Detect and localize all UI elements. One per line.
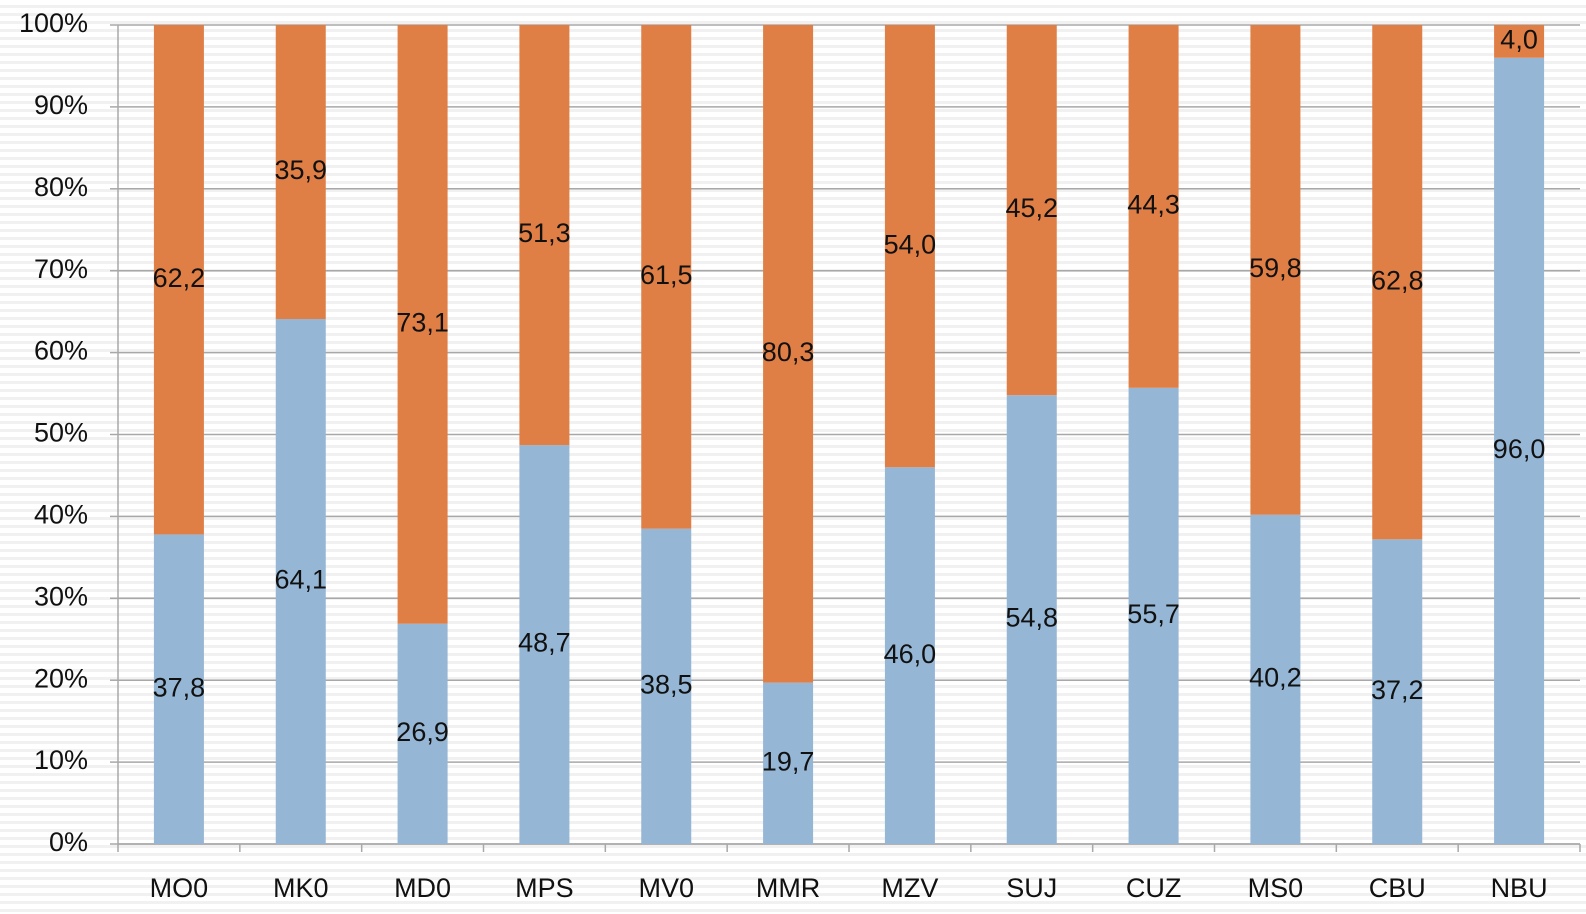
value-label: 37,8 <box>153 672 206 702</box>
value-label: 48,7 <box>518 628 571 658</box>
value-label: 59,8 <box>1249 253 1302 283</box>
value-label: 62,8 <box>1371 265 1424 295</box>
bar-segment <box>1128 387 1179 844</box>
bar-segment <box>763 682 814 844</box>
bar-segment <box>275 25 326 320</box>
value-label: 45,2 <box>1005 193 1058 223</box>
x-tick-label: MO0 <box>150 873 209 903</box>
y-tick-label: 0% <box>49 827 88 857</box>
x-tick-label: MPS <box>515 873 574 903</box>
y-tick-label: 30% <box>34 581 88 611</box>
x-tick-label: CBU <box>1369 873 1426 903</box>
x-tick-label: MZV <box>881 873 938 903</box>
y-tick-label: 20% <box>34 663 88 693</box>
bar-segment <box>1128 25 1179 388</box>
value-label: 37,2 <box>1371 675 1424 705</box>
value-label: 96,0 <box>1493 434 1546 464</box>
value-label: 19,7 <box>762 746 815 776</box>
bar-segment <box>275 319 326 844</box>
value-label: 26,9 <box>396 717 449 747</box>
value-label: 64,1 <box>274 565 327 595</box>
bar-segment <box>763 25 814 683</box>
value-label: 62,2 <box>153 263 206 293</box>
y-tick-label: 90% <box>34 90 88 120</box>
bar-segment <box>1494 25 1545 58</box>
y-tick-label: 10% <box>34 745 88 775</box>
bar-segment <box>1250 25 1301 515</box>
x-tick-label: CUZ <box>1126 873 1182 903</box>
bar-segment <box>519 445 570 844</box>
value-label: 40,2 <box>1249 663 1302 693</box>
bar-segment <box>1372 25 1423 540</box>
y-tick-label: 50% <box>34 418 88 448</box>
value-label: 38,5 <box>640 669 693 699</box>
x-tick-label: MD0 <box>394 873 451 903</box>
x-tick-label: NBU <box>1491 873 1548 903</box>
bar-segment <box>153 25 204 535</box>
y-tick-label: 70% <box>34 254 88 284</box>
x-tick-label: SUJ <box>1006 873 1057 903</box>
value-label: 44,3 <box>1127 190 1180 220</box>
bar-segment <box>641 25 692 529</box>
bar-segment <box>884 25 935 468</box>
x-tick-label: MV0 <box>638 873 694 903</box>
value-label: 35,9 <box>274 155 327 185</box>
bar-segment <box>1250 514 1301 844</box>
bar-segment <box>884 467 935 844</box>
y-tick-label: 60% <box>34 336 88 366</box>
bar-segment <box>1494 57 1545 844</box>
bar-segment <box>641 528 692 844</box>
bar-segment <box>1372 539 1423 844</box>
value-label: 51,3 <box>518 218 571 248</box>
bar-segment <box>153 534 204 844</box>
value-label: 80,3 <box>762 337 815 367</box>
value-label: 4,0 <box>1500 25 1538 55</box>
value-label: 46,0 <box>884 639 937 669</box>
value-label: 61,5 <box>640 260 693 290</box>
y-tick-label: 80% <box>34 172 88 202</box>
y-tick-label: 100% <box>19 8 88 38</box>
value-label: 54,0 <box>884 229 937 259</box>
x-tick-label: MK0 <box>273 873 329 903</box>
value-label: 73,1 <box>396 307 449 337</box>
x-tick-label: MMR <box>756 873 820 903</box>
bar-segment <box>1006 25 1057 396</box>
value-label: 54,8 <box>1005 603 1058 633</box>
bar-segment <box>397 623 448 844</box>
bar-segment <box>397 25 448 624</box>
bar-segment <box>519 25 570 446</box>
x-tick-label: MS0 <box>1248 873 1304 903</box>
value-label: 55,7 <box>1127 599 1180 629</box>
bar-segment <box>1006 395 1057 844</box>
y-tick-label: 40% <box>34 500 88 530</box>
